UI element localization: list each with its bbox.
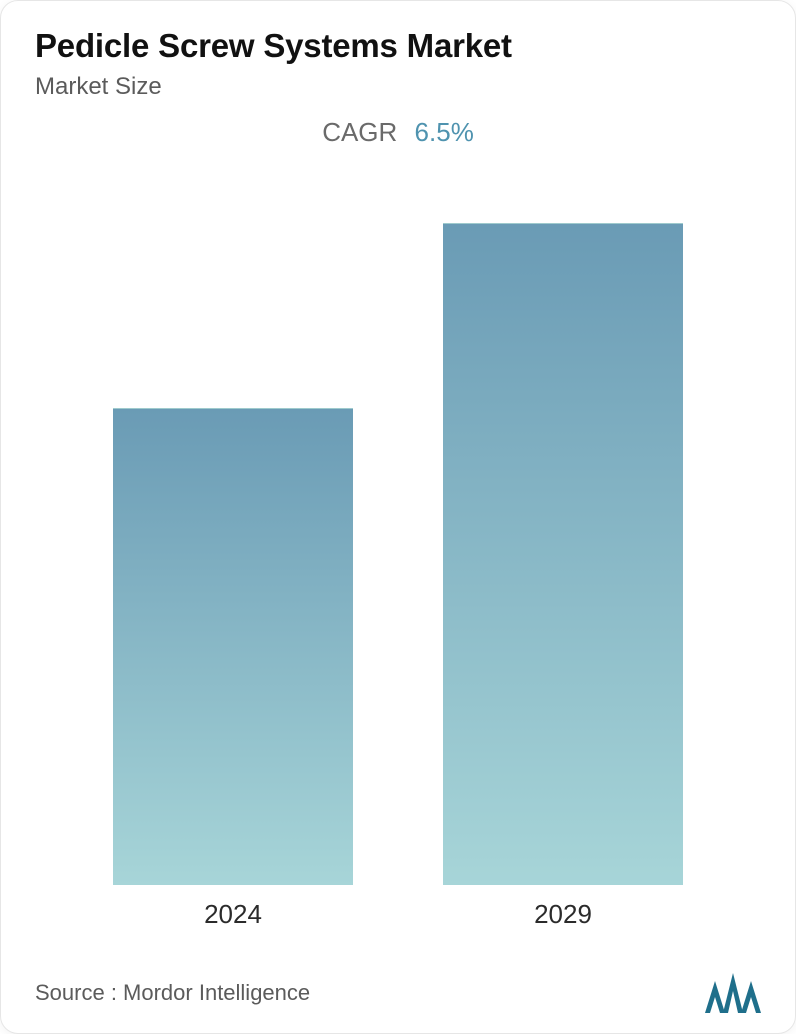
x-label-1: 2029	[443, 885, 683, 943]
plot-area: 2024 2029	[35, 168, 761, 943]
bar-2029	[443, 223, 683, 885]
cagr-value: 6.5%	[415, 117, 474, 147]
brand-logo-icon	[705, 973, 761, 1013]
x-label-0: 2024	[113, 885, 353, 943]
bar-group-0	[113, 408, 353, 885]
x-axis-labels: 2024 2029	[35, 885, 761, 943]
footer-row: Source : Mordor Intelligence	[35, 967, 761, 1013]
chart-card: Pedicle Screw Systems Market Market Size…	[0, 0, 796, 1034]
cagr-row: CAGR 6.5%	[35, 117, 761, 148]
cagr-label: CAGR	[322, 117, 397, 147]
chart-title: Pedicle Screw Systems Market	[35, 27, 761, 65]
bars-container	[35, 168, 761, 885]
bar-2024	[113, 408, 353, 885]
bar-group-1	[443, 223, 683, 885]
source-text: Source : Mordor Intelligence	[35, 980, 310, 1006]
chart-subtitle: Market Size	[35, 73, 761, 101]
